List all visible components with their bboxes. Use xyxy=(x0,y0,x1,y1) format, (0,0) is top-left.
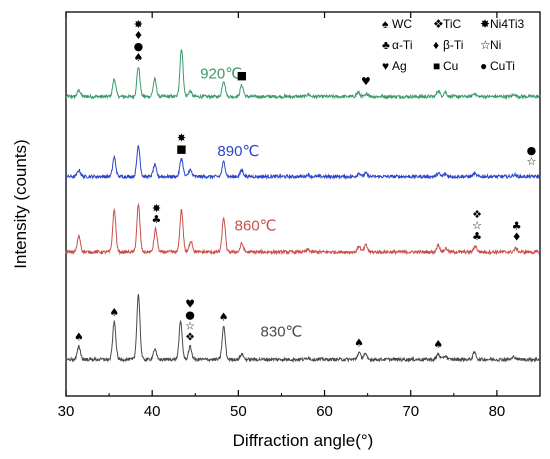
phase-marker: ☆ xyxy=(526,155,536,168)
phase-marker: ● xyxy=(527,144,537,157)
x-axis-label: Diffraction angle(°) xyxy=(233,431,374,450)
x-tick-label: 40 xyxy=(144,403,161,420)
legend-label: TiC xyxy=(443,17,462,31)
phase-marker: ♠ xyxy=(433,338,443,351)
legend-symbol: ■ xyxy=(433,59,440,73)
phase-marker: ■ xyxy=(176,142,186,155)
series-label-2: 860℃ xyxy=(235,218,277,235)
x-tick-label: 60 xyxy=(316,403,333,420)
phase-marker: ♠ xyxy=(74,331,84,344)
legend-symbol: ♥ xyxy=(382,59,389,73)
legend-symbol: ♠ xyxy=(382,17,389,31)
phase-marker: ✸ xyxy=(134,18,143,31)
series-label-1: 890℃ xyxy=(217,143,259,160)
phase-marker: ✸ xyxy=(152,202,161,215)
series-label-0: 920℃ xyxy=(200,65,242,82)
legend-symbol: ✸ xyxy=(480,17,490,31)
phase-marker: ♥ xyxy=(361,75,371,88)
legend-label: WC xyxy=(392,17,412,31)
phase-marker: ■ xyxy=(237,69,247,82)
series-line-0 xyxy=(65,49,541,101)
series-line-1 xyxy=(65,145,541,181)
legend-symbol: ♦ xyxy=(433,38,439,52)
phase-marker: ♦ xyxy=(133,29,143,42)
legend-label: Cu xyxy=(443,59,458,73)
x-tick-label: 70 xyxy=(402,403,419,420)
phase-marker: ● xyxy=(185,309,195,322)
series-line-3 xyxy=(65,294,541,363)
series-line-2 xyxy=(65,202,541,256)
annotation-layer: ✸♦●♠■ ♥✸■ ●☆✸♣ ❖☆♣♣♦♠♠♥●☆❖♠♠ ♠ xyxy=(74,18,536,351)
legend-label: Ni xyxy=(490,38,501,52)
phase-marker: ♣ xyxy=(512,220,522,233)
phase-marker: ☆ xyxy=(472,219,482,232)
phase-marker: ● xyxy=(134,40,144,53)
phase-marker: ✸ xyxy=(177,131,186,144)
phase-marker: ❖ xyxy=(472,208,482,221)
x-axis: 30 40 50 60 70 80 xyxy=(58,12,506,420)
phase-marker: ♣ xyxy=(152,213,162,226)
phase-marker: ♠ xyxy=(354,337,364,350)
phase-marker: ♥ xyxy=(185,298,195,311)
phase-marker: ❖ xyxy=(185,331,195,344)
legend-label: α-Ti xyxy=(392,38,412,52)
series-layer: 920℃ 890℃ 860℃ 830℃ xyxy=(65,49,541,363)
phase-marker: ♠ xyxy=(109,306,119,319)
phase-marker: ♠ xyxy=(133,51,143,64)
legend-label: β-Ti xyxy=(443,38,463,52)
legend-label: Ag xyxy=(392,59,407,73)
y-axis-label: Intensity (counts) xyxy=(11,139,30,268)
legend-label: CuTi xyxy=(490,59,515,73)
x-tick-label: 80 xyxy=(489,403,506,420)
x-tick-label: 50 xyxy=(230,403,247,420)
phase-marker: ♦ xyxy=(512,231,522,244)
legend-label: Ni4Ti3 xyxy=(490,17,525,31)
phase-marker: ♠ xyxy=(219,311,229,324)
phase-marker: ♣ xyxy=(472,230,482,243)
legend: ♠ WC ❖ TiC ✸ Ni4Ti3 ♣ α-Ti ♦ β-Ti ☆ Ni ♥ Ag ■ Cu ● CuTi xyxy=(382,17,525,73)
legend-symbol: ● xyxy=(480,59,487,73)
x-tick-label: 30 xyxy=(58,403,75,420)
legend-symbol: ☆ xyxy=(480,38,491,52)
series-label-3: 830℃ xyxy=(261,324,303,341)
legend-symbol: ♣ xyxy=(382,38,390,52)
phase-marker: ☆ xyxy=(185,320,195,333)
legend-symbol: ❖ xyxy=(433,17,444,31)
plot-frame xyxy=(65,11,541,397)
